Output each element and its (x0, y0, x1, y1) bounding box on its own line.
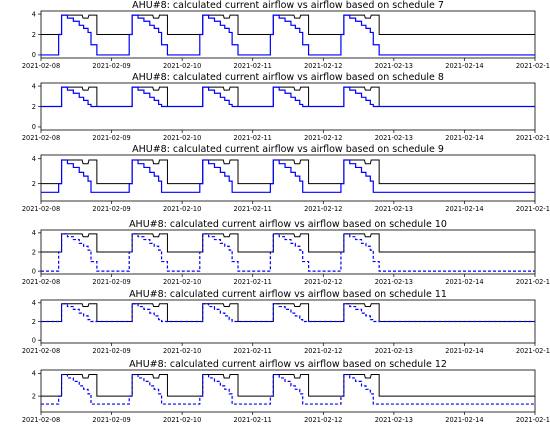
x-tick-label: 2021-02-09 (92, 134, 130, 142)
x-tick-label: 2021-02-11 (234, 205, 272, 213)
y-tick-label: 4 (32, 10, 36, 18)
series-schedule-airflow (41, 303, 535, 323)
x-tick-label: 2021-02-10 (163, 347, 201, 355)
series-calculated-airflow (41, 14, 535, 35)
subplot-schedule-9: AHU#8: calculated current airflow vs air… (22, 144, 550, 213)
series-schedule-airflow (41, 159, 535, 193)
y-tick-label: 2 (32, 103, 36, 111)
y-tick-label: 4 (32, 155, 36, 163)
x-tick-label: 2021-02-11 (234, 62, 272, 70)
x-tick-label: 2021-02-08 (22, 416, 60, 424)
x-tick-label: 2021-02-09 (92, 205, 130, 213)
axes-frame (40, 154, 536, 202)
x-tick-label: 2021-02-14 (445, 347, 483, 355)
y-tick-label: 2 (32, 392, 36, 400)
subplot-title: AHU#8: calculated current airflow vs air… (129, 219, 447, 230)
subplot-schedule-8: AHU#8: calculated current airflow vs air… (22, 72, 550, 142)
x-tick-label: 2021-02-09 (92, 416, 130, 424)
x-tick-label: 2021-02-10 (163, 62, 201, 70)
x-tick-label: 2021-02-12 (304, 347, 342, 355)
subplot-title: AHU#8: calculated current airflow vs air… (132, 72, 444, 83)
y-tick-label: 0 (32, 123, 36, 131)
x-tick-label: 2021-02-15 (516, 278, 550, 286)
x-tick-label: 2021-02-11 (234, 347, 272, 355)
x-tick-label: 2021-02-12 (304, 205, 342, 213)
series-schedule-airflow (41, 233, 535, 272)
series-calculated-airflow (41, 303, 535, 322)
x-tick-label: 2021-02-08 (22, 278, 60, 286)
x-tick-label: 2021-02-08 (22, 347, 60, 355)
subplot-title: AHU#8: calculated current airflow vs air… (129, 289, 447, 300)
x-tick-label: 2021-02-13 (375, 134, 413, 142)
x-tick-label: 2021-02-09 (92, 347, 130, 355)
x-tick-label: 2021-02-14 (445, 134, 483, 142)
x-tick-label: 2021-02-08 (22, 205, 60, 213)
series-schedule-airflow (41, 86, 535, 108)
x-tick-label: 2021-02-15 (516, 416, 550, 424)
x-tick-label: 2021-02-10 (163, 134, 201, 142)
x-tick-label: 2021-02-13 (375, 62, 413, 70)
x-tick-label: 2021-02-09 (92, 62, 130, 70)
y-tick-label: 0 (32, 267, 36, 275)
x-tick-label: 2021-02-11 (234, 278, 272, 286)
subplot-schedule-12: AHU#8: calculated current airflow vs air… (22, 359, 550, 424)
x-tick-label: 2021-02-15 (516, 134, 550, 142)
x-tick-label: 2021-02-10 (163, 205, 201, 213)
x-tick-label: 2021-02-13 (375, 278, 413, 286)
x-tick-label: 2021-02-11 (234, 416, 272, 424)
y-tick-label: 4 (32, 299, 36, 307)
series-calculated-airflow (41, 159, 535, 185)
x-tick-label: 2021-02-12 (304, 416, 342, 424)
series-schedule-airflow (41, 373, 535, 405)
y-tick-label: 0 (32, 51, 36, 59)
x-tick-label: 2021-02-12 (304, 62, 342, 70)
x-tick-label: 2021-02-08 (22, 134, 60, 142)
x-tick-label: 2021-02-15 (516, 205, 550, 213)
x-tick-label: 2021-02-14 (445, 416, 483, 424)
series-calculated-airflow (41, 374, 535, 397)
x-tick-label: 2021-02-14 (445, 278, 483, 286)
subplot-title: AHU#8: calculated current airflow vs air… (129, 359, 447, 370)
y-tick-label: 4 (32, 229, 36, 237)
y-tick-label: 2 (32, 318, 36, 326)
x-tick-label: 2021-02-14 (445, 62, 483, 70)
series-schedule-airflow (41, 14, 535, 56)
x-tick-label: 2021-02-09 (92, 278, 130, 286)
subplot-title: AHU#8: calculated current airflow vs air… (132, 144, 444, 155)
x-tick-label: 2021-02-13 (375, 416, 413, 424)
subplot-schedule-10: AHU#8: calculated current airflow vs air… (22, 219, 550, 286)
x-tick-label: 2021-02-15 (516, 62, 550, 70)
axes-frame (40, 369, 536, 413)
x-tick-label: 2021-02-13 (375, 347, 413, 355)
series-calculated-airflow (41, 233, 535, 253)
y-tick-label: 2 (32, 31, 36, 39)
series-calculated-airflow (41, 86, 535, 107)
x-tick-label: 2021-02-12 (304, 278, 342, 286)
x-tick-label: 2021-02-10 (163, 278, 201, 286)
y-tick-label: 2 (32, 248, 36, 256)
x-tick-label: 2021-02-08 (22, 62, 60, 70)
subplot-schedule-7: AHU#8: calculated current airflow vs air… (22, 0, 550, 70)
x-tick-label: 2021-02-12 (304, 134, 342, 142)
x-tick-label: 2021-02-13 (375, 205, 413, 213)
subplot-schedule-11: AHU#8: calculated current airflow vs air… (22, 289, 550, 355)
x-tick-label: 2021-02-14 (445, 205, 483, 213)
x-tick-label: 2021-02-15 (516, 347, 550, 355)
x-tick-label: 2021-02-10 (163, 416, 201, 424)
y-tick-label: 0 (32, 336, 36, 344)
subplot-title: AHU#8: calculated current airflow vs air… (132, 0, 444, 11)
y-tick-label: 4 (32, 370, 36, 378)
y-tick-label: 4 (32, 82, 36, 90)
x-tick-label: 2021-02-11 (234, 134, 272, 142)
y-tick-label: 2 (32, 180, 36, 188)
